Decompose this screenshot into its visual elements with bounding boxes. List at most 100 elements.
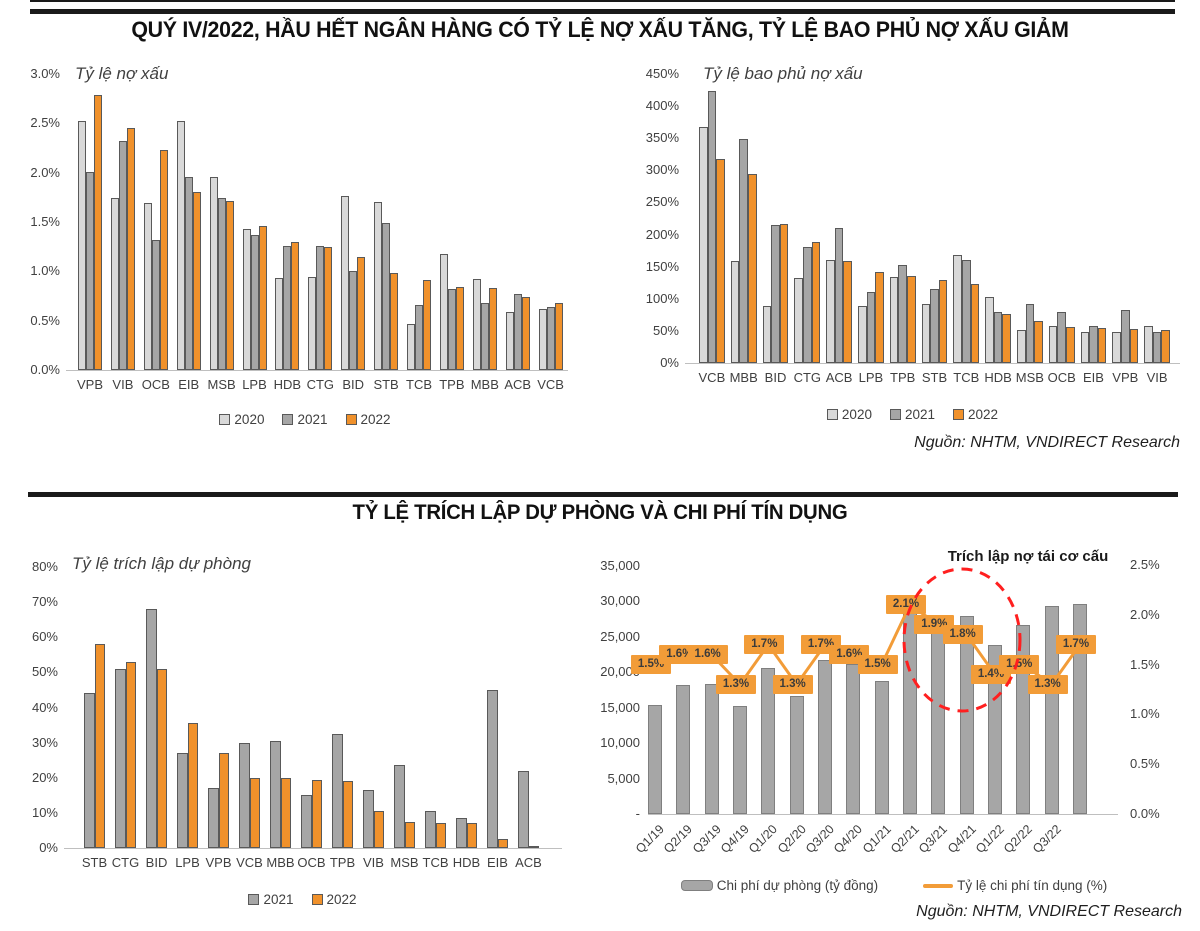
coverage-chart-title: Tỷ lệ bao phủ nợ xấu — [703, 64, 863, 83]
section1-source: Nguồn: NHTM, VNDIRECT Research — [914, 434, 1180, 451]
y-axis-tick: 1.5% — [30, 214, 60, 229]
legend-swatch-2021 — [282, 414, 294, 425]
category-label-LPB: LPB — [175, 855, 200, 870]
line-data-label: 1.5% — [999, 655, 1040, 675]
npl-chart-legend: 2020 2021 2022 — [20, 412, 590, 427]
bar-STB-2022 — [94, 644, 105, 848]
category-label-CTG: CTG — [306, 377, 335, 392]
category-label-OCB: OCB — [1047, 370, 1076, 385]
y-axis-tick: 2.0% — [30, 164, 60, 180]
legend-label-2020: 2020 — [841, 407, 872, 422]
legend-label-2022: 2022 — [326, 892, 357, 907]
bar-MSB-2022 — [1034, 320, 1043, 363]
bar-VIB-2020 — [1144, 326, 1153, 363]
bar-CTG-2021 — [115, 668, 126, 848]
bar-EIB-2022 — [192, 192, 201, 370]
legend-label-2021: 2021 — [263, 892, 294, 907]
legend-swatch-2020 — [826, 409, 838, 420]
legend-item-2020: 2020 — [219, 412, 264, 427]
bar-BID-2021 — [146, 609, 157, 848]
category-label-EIB: EIB — [178, 377, 200, 392]
bar-VCB-2021 — [707, 90, 717, 363]
category-label-VIB: VIB — [363, 855, 384, 870]
category-label-HDB: HDB — [984, 370, 1012, 385]
category-label-VPB: VPB — [76, 377, 103, 392]
section2-source: Nguồn: NHTM, VNDIRECT Research — [916, 903, 1182, 920]
bar-Q2/19 — [676, 685, 691, 814]
bar-OCB-2021 — [1057, 312, 1066, 363]
category-label-TCB: TCB — [953, 370, 980, 385]
bar-TCB-2020 — [407, 323, 415, 370]
bar-STB-2021 — [84, 693, 95, 848]
provision-chart-title: Tỷ lệ trích lập dự phòng — [72, 554, 251, 573]
line-data-label: 1.7% — [744, 635, 785, 655]
bar-EIB-2022 — [497, 839, 508, 848]
bar-OCB-2022 — [1066, 327, 1075, 363]
category-label-TPB: TPB — [329, 855, 356, 870]
bar-VCB-2020 — [699, 126, 708, 363]
bar-ACB-2020 — [826, 260, 835, 363]
bar-EIB-2021 — [487, 689, 498, 848]
bar-VIB-2021 — [363, 790, 374, 848]
category-label-OCB: OCB — [141, 377, 170, 392]
bar-TPB-2022 — [907, 276, 916, 363]
bar-HDB-2021 — [456, 818, 467, 848]
bar-MBB-2021 — [480, 302, 489, 370]
bar-VPB-2022 — [94, 94, 102, 370]
category-label-ACB: ACB — [515, 855, 542, 870]
bar-OCB-2020 — [143, 203, 152, 370]
bar-MBB-2022 — [748, 173, 757, 363]
bar-EIB-2021 — [1089, 325, 1098, 363]
line-data-label: 1.7% — [1055, 635, 1096, 655]
bar-MSB-2022 — [404, 821, 415, 848]
x-axis-line — [64, 848, 562, 849]
section1-title: QUÝ IV/2022, HẦU HẾT NGÂN HÀNG CÓ TỶ LỆ … — [131, 17, 1069, 42]
y-axis-tick: 3.0% — [30, 66, 60, 81]
left-axis-tick: 15,000 — [600, 699, 640, 715]
category-label-STB: STB — [373, 377, 399, 392]
y-axis-tick: 80% — [31, 559, 58, 574]
bar-OCB-2021 — [151, 239, 160, 370]
provision-chart-legend: 2021 2022 — [20, 892, 585, 907]
y-axis-tick: 40% — [31, 699, 58, 715]
bar-TPB-2022 — [455, 287, 464, 370]
bar-VPB-2020 — [78, 121, 86, 370]
bar-MSB-2020 — [209, 176, 218, 370]
bar-STB-2022 — [390, 273, 399, 370]
coverage-ratio-chart: Tỷ lệ bao phủ nợ xấu 2020 2021 2022 Nguồ… — [635, 62, 1190, 462]
bar-BID-2020 — [341, 196, 350, 370]
bar-Q1/19 — [648, 704, 662, 814]
bar-TCB-2021 — [415, 304, 423, 370]
category-label-VPB: VPB — [205, 855, 232, 870]
bar-BID-2022 — [357, 256, 366, 370]
bar-ACB-2022 — [843, 260, 852, 363]
bar-MBB-2022 — [488, 288, 497, 370]
legend-item-provision-expense: Chi phí dự phòng (tỷ đồng) — [680, 878, 878, 893]
legend-swatch-2020 — [219, 414, 231, 425]
bar-EIB-2022 — [1097, 328, 1107, 363]
x-axis-line — [66, 370, 568, 371]
bar-ACB-2021 — [834, 228, 844, 363]
bar-STB-2021 — [382, 222, 391, 370]
section2-title: TỶ LỆ TRÍCH LẬP DỰ PHÒNG VÀ CHI PHÍ TÍN … — [352, 501, 848, 524]
bar-VCB-2022 — [249, 777, 260, 848]
bar-VCB-2021 — [546, 306, 555, 370]
category-label-HDB: HDB — [452, 855, 481, 870]
legend-item-2020: 2020 — [826, 407, 872, 422]
bar-VPB-2021 — [86, 171, 94, 370]
bar-EIB-2020 — [176, 121, 185, 370]
category-label-STB: STB — [81, 855, 108, 870]
category-label-VCB: VCB — [537, 377, 564, 392]
bar-VPB-2021 — [208, 788, 219, 848]
legend-label-2021: 2021 — [904, 407, 936, 422]
line-data-label: 1.3% — [772, 675, 813, 695]
bar-Q1/21 — [874, 681, 889, 814]
bar-OCB-2022 — [159, 149, 168, 370]
bar-MBB-2021 — [739, 138, 748, 363]
bar-TCB-2021 — [962, 260, 971, 363]
bar-LPB-2020 — [858, 305, 867, 363]
category-label-STB: STB — [921, 370, 948, 385]
y-axis-tick: 50% — [652, 322, 679, 338]
right-axis-tick: 0.5% — [1130, 756, 1160, 772]
